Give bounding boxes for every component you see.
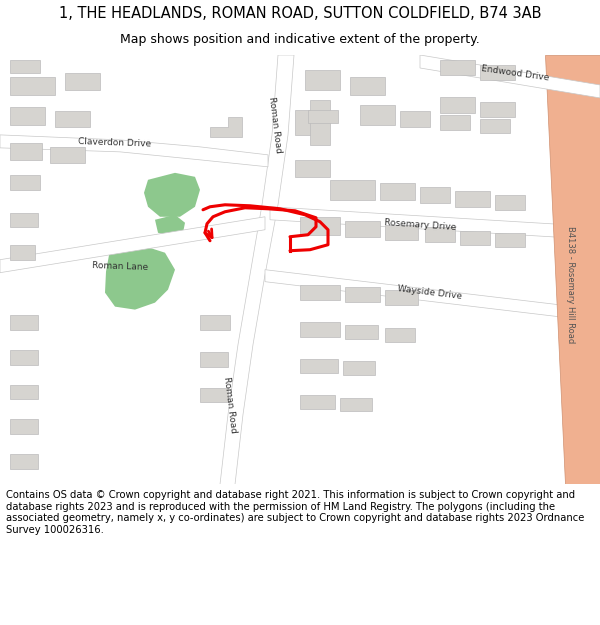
Text: Roman Road: Roman Road [222,376,238,433]
Polygon shape [455,191,490,207]
Polygon shape [440,97,475,113]
Polygon shape [480,102,515,117]
Polygon shape [330,180,375,200]
Text: Roman Road: Roman Road [267,96,283,154]
Polygon shape [210,117,242,137]
Polygon shape [10,60,40,73]
Polygon shape [495,232,525,247]
Polygon shape [10,384,38,399]
Polygon shape [305,70,340,90]
Text: Wayside Drive: Wayside Drive [397,284,463,301]
Polygon shape [10,77,55,95]
Polygon shape [420,55,600,98]
Polygon shape [10,107,45,125]
Polygon shape [300,284,340,299]
Polygon shape [10,349,38,364]
Polygon shape [50,147,85,163]
Polygon shape [55,111,90,127]
Polygon shape [440,60,475,75]
Polygon shape [105,245,175,309]
Polygon shape [265,270,600,322]
Polygon shape [360,105,395,125]
Polygon shape [10,175,40,190]
Polygon shape [425,227,455,242]
Polygon shape [385,289,418,304]
Polygon shape [345,287,380,302]
Polygon shape [10,143,42,160]
Text: Endwood Drive: Endwood Drive [481,64,550,82]
Text: Map shows position and indicative extent of the property.: Map shows position and indicative extent… [120,33,480,46]
Polygon shape [200,388,228,402]
Text: 1, THE HEADLANDS, ROMAN ROAD, SUTTON COLDFIELD, B74 3AB: 1, THE HEADLANDS, ROMAN ROAD, SUTTON COL… [59,6,541,21]
Polygon shape [144,173,200,217]
Polygon shape [300,217,340,235]
Polygon shape [0,135,268,167]
Polygon shape [65,73,100,90]
Polygon shape [400,111,430,127]
Polygon shape [155,215,185,237]
Polygon shape [10,314,38,329]
Text: Rosemary Drive: Rosemary Drive [384,217,456,232]
Polygon shape [385,225,418,240]
Polygon shape [10,419,38,434]
Polygon shape [345,221,380,237]
Polygon shape [295,160,330,177]
Polygon shape [345,324,378,339]
Polygon shape [460,231,490,245]
Polygon shape [350,77,385,95]
Polygon shape [300,359,338,372]
Polygon shape [545,55,600,484]
Text: Contains OS data © Crown copyright and database right 2021. This information is : Contains OS data © Crown copyright and d… [6,490,584,535]
Text: Claverdon Drive: Claverdon Drive [79,137,152,149]
Polygon shape [10,454,38,469]
Polygon shape [10,245,35,260]
Polygon shape [200,352,228,366]
Polygon shape [308,110,338,123]
Polygon shape [310,100,330,145]
Polygon shape [300,394,335,409]
Polygon shape [440,115,470,130]
Polygon shape [270,207,600,240]
Text: B4138 - Rosemary Hill Road: B4138 - Rosemary Hill Road [566,226,575,343]
Polygon shape [295,110,325,135]
Polygon shape [343,361,375,374]
Polygon shape [340,398,372,411]
Polygon shape [300,322,340,337]
Polygon shape [420,187,450,202]
Text: Roman Lane: Roman Lane [92,261,148,272]
Polygon shape [200,314,230,329]
Polygon shape [480,65,515,80]
Polygon shape [220,55,294,484]
Polygon shape [385,328,415,342]
Polygon shape [380,183,415,200]
Polygon shape [10,213,38,227]
Polygon shape [495,195,525,210]
Polygon shape [0,217,265,272]
Polygon shape [480,119,510,133]
